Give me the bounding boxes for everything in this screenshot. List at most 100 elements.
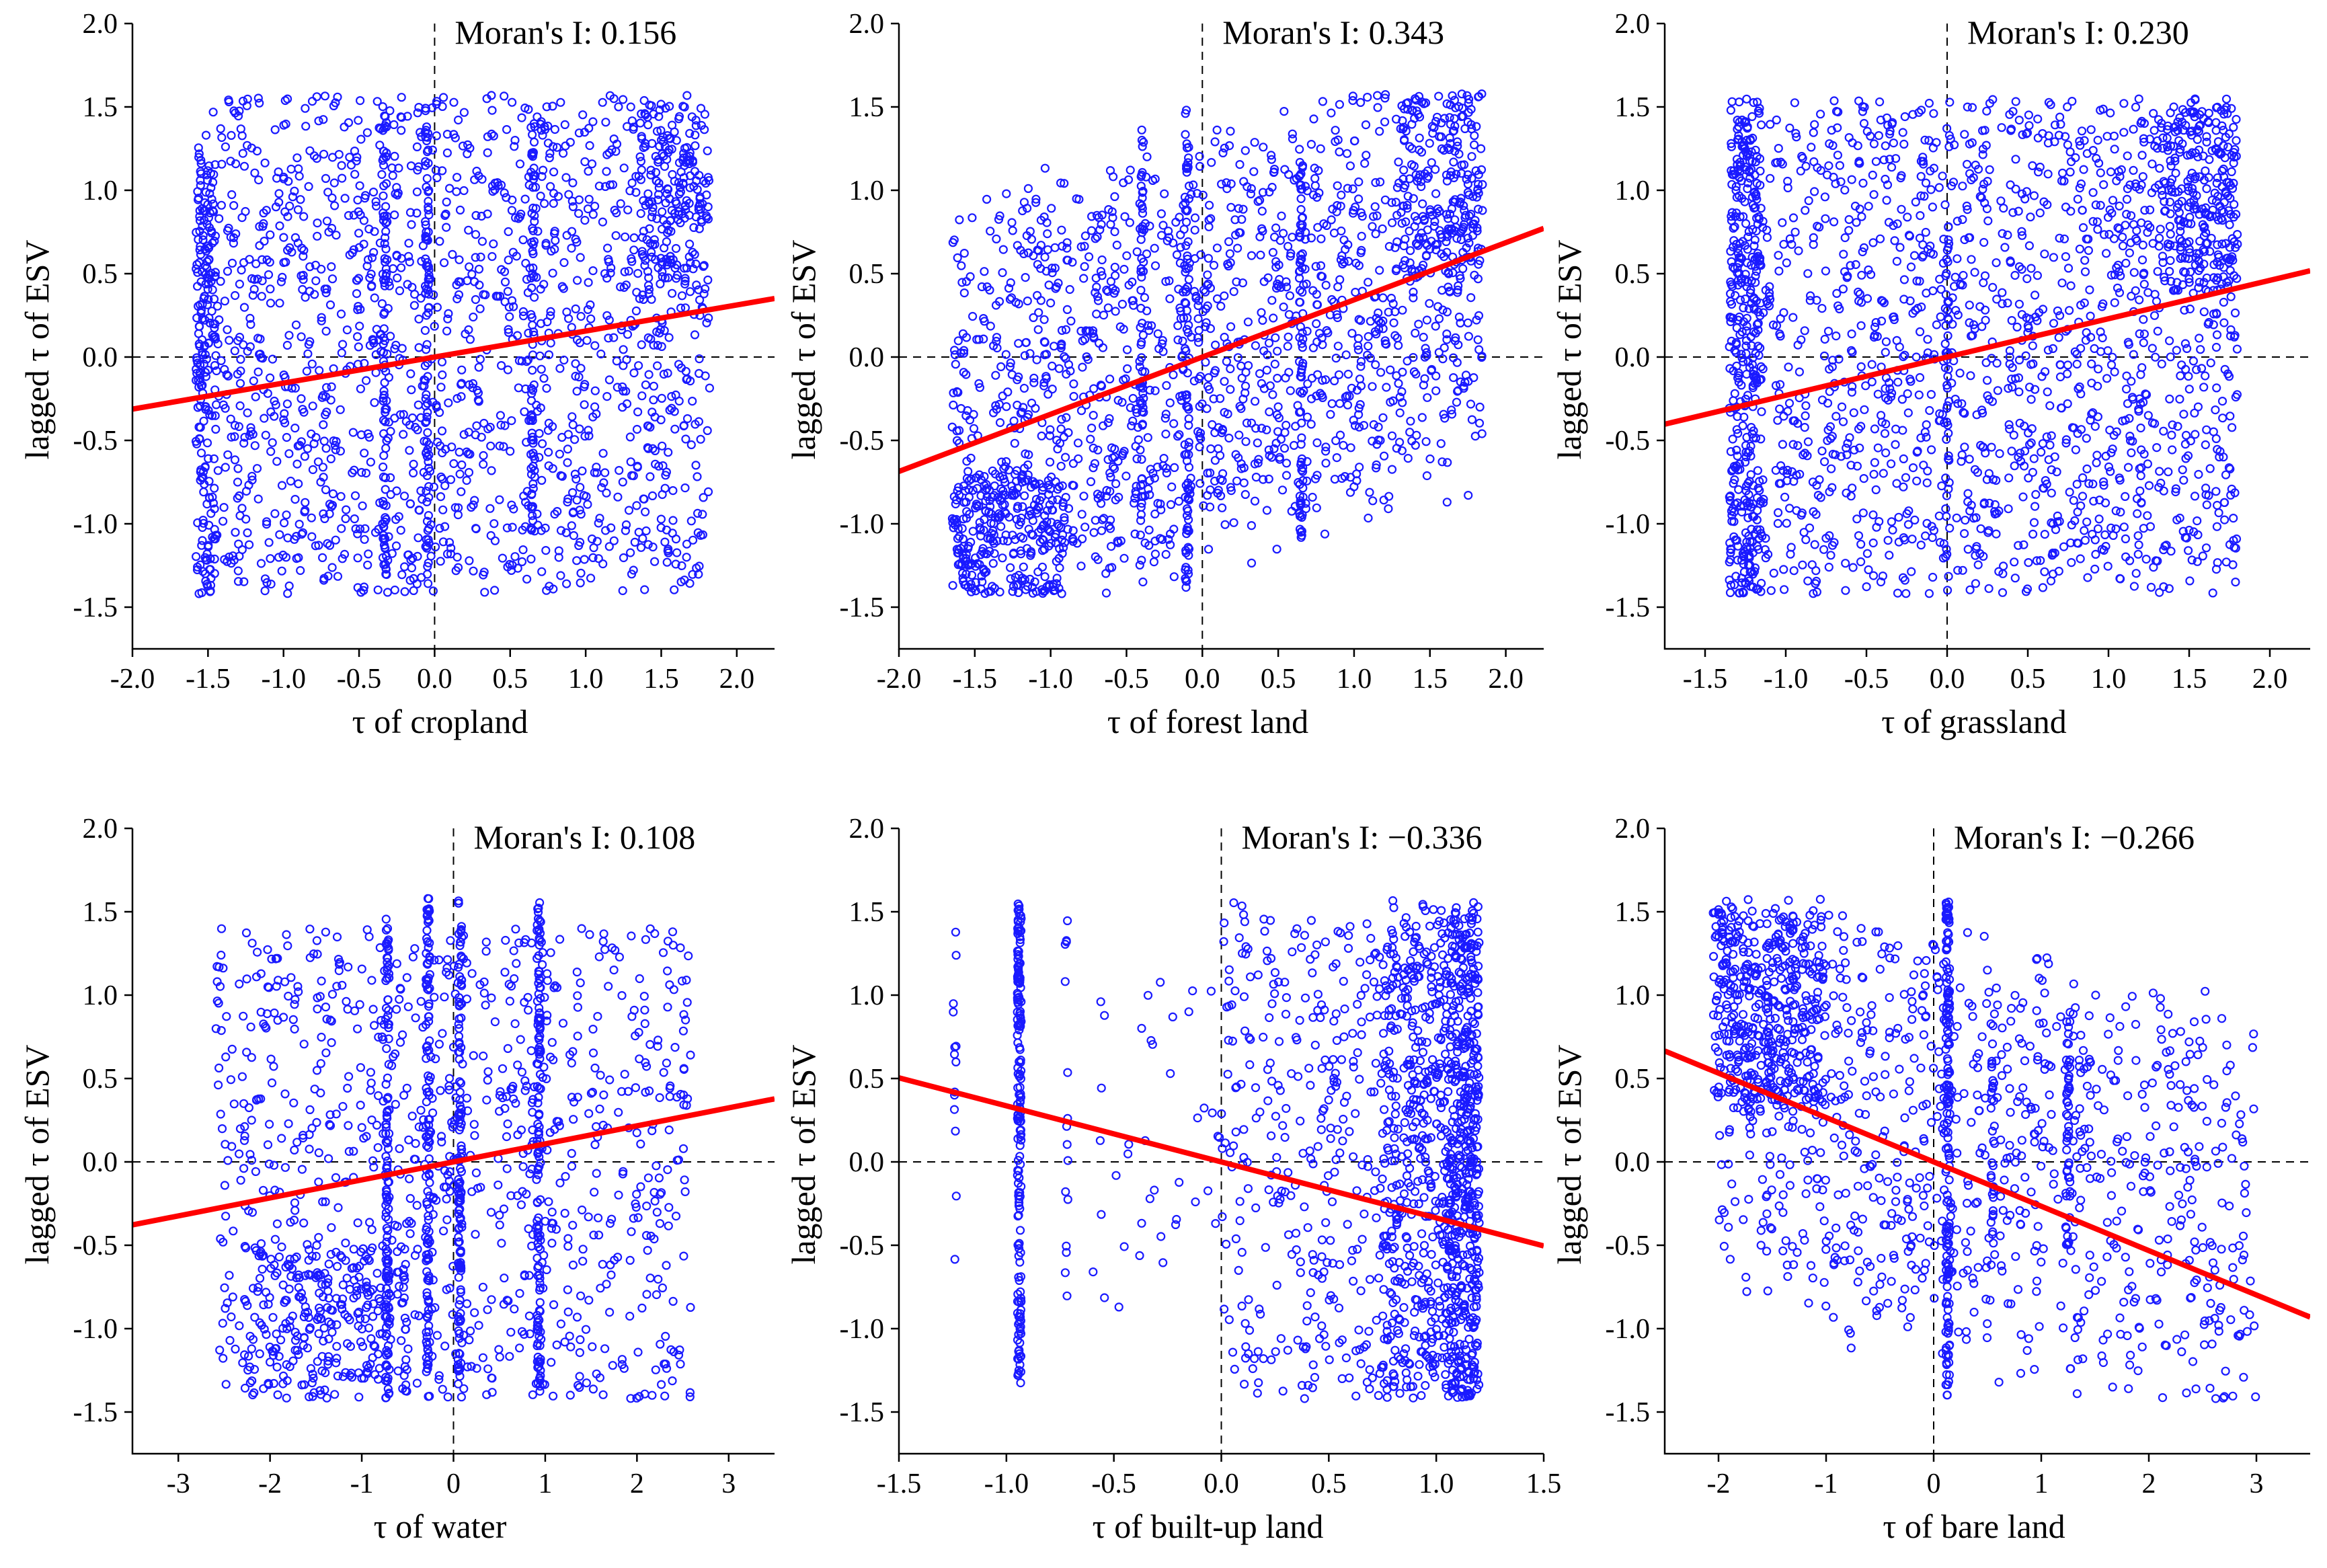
scatter-point bbox=[1046, 425, 1055, 434]
scatter-point bbox=[588, 412, 598, 422]
scatter-point bbox=[1096, 381, 1106, 390]
scatter-point bbox=[194, 339, 204, 349]
scatter-point bbox=[1387, 431, 1397, 440]
scatter-point bbox=[253, 274, 262, 284]
scatter-point bbox=[233, 336, 243, 346]
scatter-point bbox=[410, 422, 420, 432]
scatter-point bbox=[413, 108, 422, 118]
scatter-point bbox=[1160, 189, 1169, 198]
scatter-point bbox=[1871, 318, 1881, 327]
scatter-point bbox=[1056, 341, 1066, 350]
scatter-point bbox=[1039, 337, 1049, 346]
scatter-point bbox=[235, 279, 244, 289]
scatter-point bbox=[526, 411, 536, 421]
scatter-point bbox=[262, 206, 271, 215]
scatter-point bbox=[1412, 430, 1421, 440]
scatter-point bbox=[1284, 310, 1294, 319]
scatter-point bbox=[423, 399, 432, 408]
scatter-point bbox=[1150, 261, 1160, 270]
scatter-point bbox=[1473, 274, 1483, 284]
scatter-point bbox=[2138, 240, 2147, 249]
scatter-point bbox=[600, 526, 610, 535]
scatter-point bbox=[238, 96, 248, 106]
scatter-point bbox=[536, 284, 545, 294]
scatter-point bbox=[326, 454, 336, 464]
scatter-point bbox=[1091, 516, 1100, 525]
scatter-point bbox=[1445, 209, 1455, 219]
scatter-point bbox=[981, 496, 990, 506]
scatter-point bbox=[698, 510, 707, 519]
scatter-point bbox=[682, 539, 692, 549]
scatter-point bbox=[1264, 338, 1274, 348]
scatter-point bbox=[619, 163, 629, 173]
scatter-point bbox=[421, 161, 430, 170]
scatter-point bbox=[384, 418, 394, 427]
scatter-point bbox=[379, 450, 389, 461]
scatter-point bbox=[1396, 208, 1406, 217]
scatter-point bbox=[1790, 416, 1799, 426]
scatter-point bbox=[637, 247, 647, 256]
scatter-point bbox=[1195, 442, 1204, 452]
scatter-point bbox=[627, 570, 637, 579]
scatter-point bbox=[1298, 220, 1307, 229]
scatter-point bbox=[1821, 266, 1830, 276]
scatter-point bbox=[1226, 179, 1236, 188]
scatter-point bbox=[563, 458, 572, 467]
scatter-point bbox=[685, 128, 695, 138]
scatter-point bbox=[1281, 277, 1291, 286]
scatter-point bbox=[327, 274, 338, 284]
scatter-point bbox=[1435, 226, 1444, 235]
scatter-point bbox=[1825, 387, 1834, 396]
scatter-point bbox=[246, 423, 255, 432]
x-tick-label: -1.0 bbox=[1028, 664, 1073, 695]
scatter-point bbox=[485, 422, 495, 432]
scatter-point bbox=[535, 453, 544, 462]
scatter-point bbox=[1442, 329, 1452, 339]
scatter-point bbox=[1146, 321, 1156, 330]
scatter-point bbox=[963, 560, 973, 570]
scatter-point bbox=[290, 423, 300, 433]
scatter-point bbox=[1278, 229, 1288, 238]
scatter-point bbox=[196, 181, 205, 190]
scatter-point bbox=[2042, 432, 2051, 442]
scatter-point bbox=[1111, 479, 1121, 489]
scatter-point bbox=[1881, 384, 1890, 393]
scatter-point bbox=[1076, 406, 1087, 416]
scatter-point bbox=[301, 498, 310, 507]
scatter-point bbox=[1217, 503, 1227, 512]
scatter-point bbox=[1232, 476, 1242, 485]
scatter-point bbox=[1267, 182, 1277, 192]
scatter-point bbox=[657, 342, 666, 352]
scatter-point bbox=[1294, 171, 1304, 182]
scatter-point bbox=[422, 570, 432, 579]
scatter-point bbox=[2187, 555, 2197, 565]
scatter-point bbox=[338, 173, 347, 183]
scatter-point bbox=[500, 421, 510, 430]
scatter-point bbox=[528, 149, 537, 158]
scatter-point bbox=[1128, 416, 1138, 426]
scatter-point bbox=[314, 541, 323, 550]
scatter-point bbox=[465, 143, 475, 153]
scatter-point bbox=[1183, 494, 1193, 503]
scatter-point bbox=[546, 338, 555, 348]
scatter-point bbox=[1922, 420, 1931, 430]
scatter-point bbox=[421, 418, 430, 428]
scatter-point bbox=[2071, 445, 2080, 455]
scatter-point bbox=[2082, 328, 2091, 338]
scatter-point bbox=[1043, 245, 1053, 254]
scatter-point bbox=[204, 255, 214, 264]
scatter-point bbox=[682, 375, 691, 385]
scatter-point bbox=[1811, 510, 1821, 519]
scatter-point bbox=[292, 459, 302, 469]
scatter-point bbox=[412, 142, 422, 151]
scatter-point bbox=[528, 263, 538, 273]
scatter-point bbox=[1378, 293, 1388, 303]
scatter-point bbox=[663, 273, 673, 282]
scatter-point bbox=[1380, 451, 1389, 461]
scatter-point bbox=[275, 221, 284, 231]
scatter-point bbox=[1891, 440, 1900, 449]
scatter-point bbox=[542, 586, 551, 595]
scatter-point bbox=[237, 266, 246, 275]
scatter-point bbox=[399, 492, 409, 501]
scatter-point bbox=[594, 518, 603, 528]
